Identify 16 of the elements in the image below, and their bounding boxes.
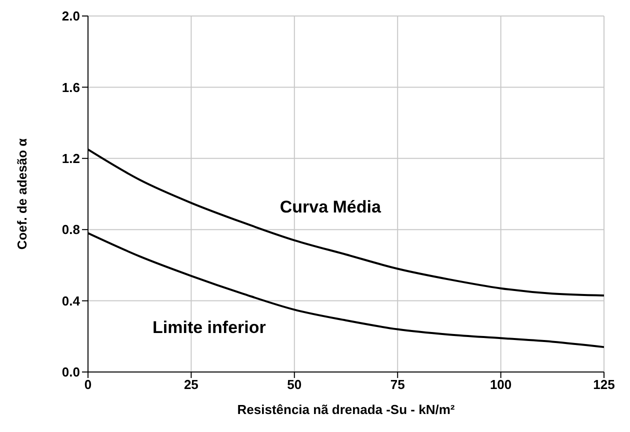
y-tick-label: 0.8 [62, 222, 80, 238]
y-tick-label: 2.0 [62, 8, 80, 24]
x-tick-label: 75 [390, 377, 405, 392]
x-tick-label: 0 [84, 377, 92, 392]
x-axis-title: Resistência nã drenada -Su - kN/m² [237, 402, 456, 417]
x-tick-label: 50 [287, 377, 302, 392]
x-tick-label: 125 [593, 377, 615, 392]
y-axis-title: Coef. de adesão α [14, 138, 30, 250]
y-tick-label: 0.0 [62, 364, 80, 380]
x-tick-label: 25 [184, 377, 198, 392]
series-label: Curva Média [280, 197, 382, 216]
y-tick-label: 0.4 [62, 293, 81, 308]
y-tick-label: 1.2 [62, 151, 80, 166]
x-tick-label: 100 [490, 377, 512, 392]
series-label: Limite inferior [152, 318, 266, 337]
y-tick-label: 1.6 [62, 80, 80, 95]
